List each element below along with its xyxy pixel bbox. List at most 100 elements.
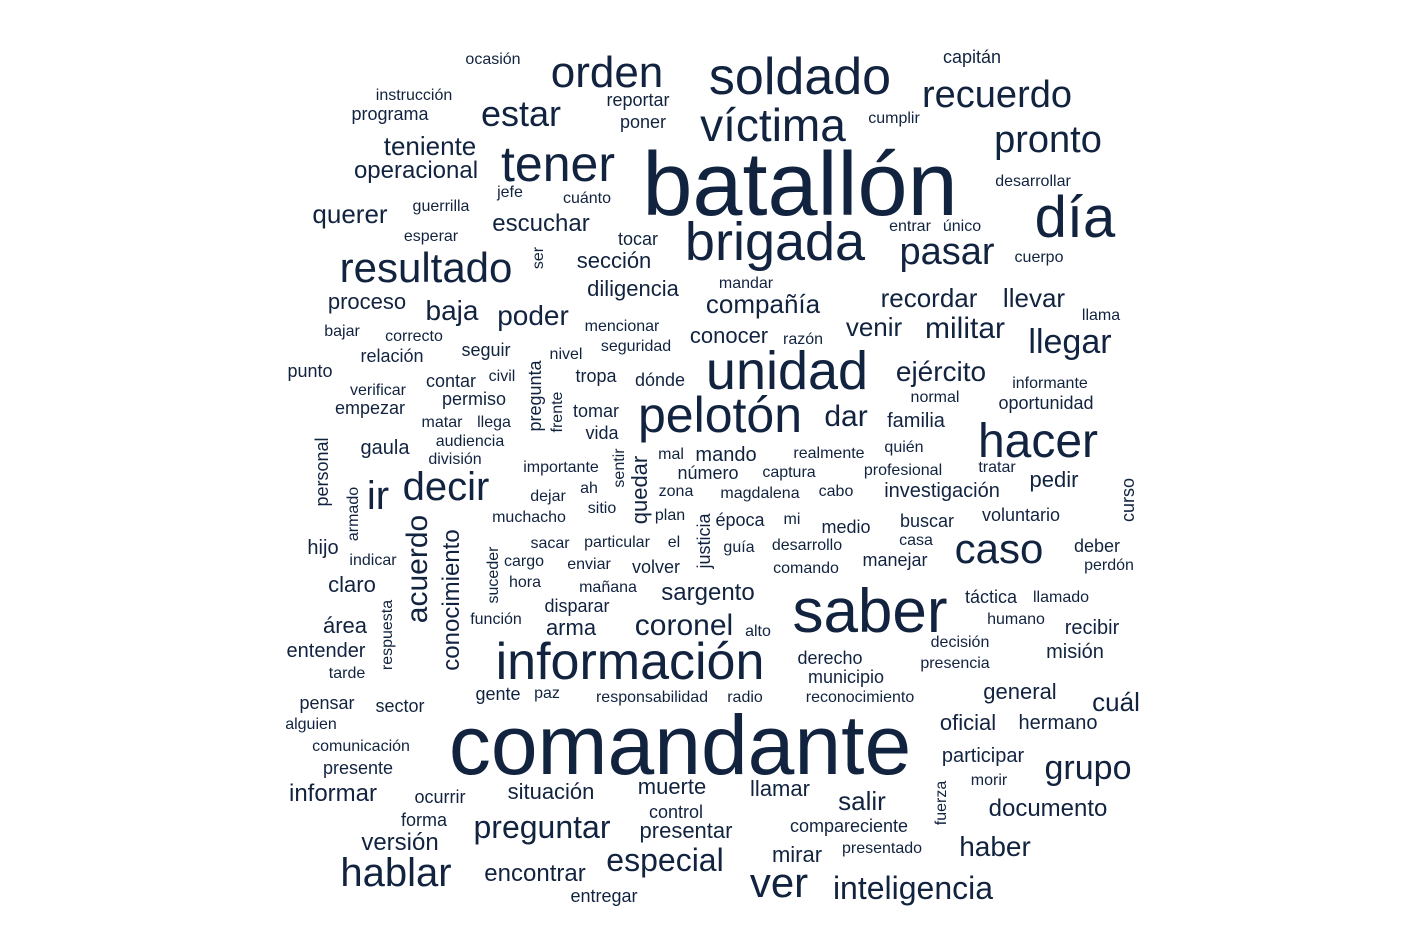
word-190: llama [1081,307,1121,324]
word-178: morir [970,772,1008,789]
word-69: familia [887,410,945,432]
word-10: tener [501,136,615,192]
word-54: proceso [327,289,407,314]
word-188: informante [1012,375,1088,392]
word-6: soldado [708,48,892,106]
word-133: matar [421,414,463,431]
word-3: información [495,633,765,691]
word-125: mandar [718,275,774,292]
word-121: jefe [497,184,523,201]
word-130: nivel [549,346,583,363]
word-183: quién [884,439,924,456]
word-18: pronto [994,119,1102,161]
word-63: claro [328,572,376,597]
word-61: mirar [771,842,823,867]
word-81: volver [631,557,681,577]
word-105: municipio [807,667,885,687]
word-174: radio [727,689,763,706]
word-103: compareciente [789,816,909,836]
word-70: presentar [639,818,733,843]
word-80: número [677,463,739,483]
word-53: diligencia [587,276,679,301]
word-138: sentir [611,448,628,488]
word-15: resultado [339,244,513,291]
word-146: magdalena [720,485,800,502]
word-118: capitán [942,47,1002,67]
word-123: esperar [403,228,459,245]
word-151: sacar [530,535,570,552]
word-176: alguien [285,716,337,733]
word-4: brigada [684,212,866,272]
word-89: deber [1073,536,1121,556]
word-187: normal [910,389,960,406]
word-140: ah [580,480,598,497]
word-163: presencia [920,655,990,672]
word-169: indicar [349,552,397,569]
word-109: curso [1118,477,1138,523]
word-35: baja [425,295,479,326]
word-0: batallón [642,135,958,235]
word-181: mal [658,446,684,463]
word-196: ocasión [465,51,521,68]
word-106: presente [322,758,394,778]
word-22: estar [480,93,562,134]
word-1: comandante [448,698,912,792]
word-149: el [667,534,681,551]
word-122: guerrilla [412,198,470,215]
word-11: caso [954,525,1044,572]
word-34: haber [959,831,1031,862]
word-172: paz [534,685,560,702]
word-72: recibir [1064,617,1120,639]
word-37: teniente [383,131,477,161]
word-75: gaula [360,437,410,459]
word-47: conocimiento [438,529,465,671]
word-175: reconocimiento [805,689,915,706]
word-141: dejar [530,488,566,505]
word-88: voluntario [981,505,1061,525]
word-49: encontrar [484,860,586,887]
word-137: importante [523,459,599,476]
word-74: participar [941,745,1025,767]
word-39: recordar [880,283,978,313]
word-30: acuerdo [401,514,434,624]
word-38: compañía [705,289,821,319]
word-42: escuchar [492,210,590,237]
word-180: presentado [841,840,923,857]
word-107: táctica [964,587,1018,607]
word-28: militar [925,312,1005,345]
word-134: llega [477,414,511,431]
word-142: sitio [587,500,617,517]
word-8: pelotón [637,387,803,443]
word-62: área [322,613,368,638]
word-167: suceder [485,546,502,604]
word-95: medio [821,517,871,537]
word-33: ejército [895,356,987,387]
word-19: recuerdo [922,74,1072,116]
word-156: desarrollo [771,537,843,554]
word-12: víctima [700,99,846,151]
word-152: cargo [503,553,545,570]
word-5: unidad [705,341,869,401]
word-139: frente [549,391,566,433]
word-79: seguir [461,340,511,360]
word-36: querer [312,199,388,229]
word-111: contar [425,371,477,391]
word-150: particular [584,534,650,551]
word-43: salir [838,786,886,816]
word-77: entender [286,640,366,662]
word-73: hermano [1018,712,1098,734]
word-68: investigación [884,480,1000,502]
word-154: mañana [579,579,637,596]
word-104: entregar [570,886,638,906]
word-161: humano [987,611,1045,628]
word-58: situación [507,779,595,804]
word-13: orden [550,48,664,97]
word-189: razón [782,331,824,348]
word-90: manejar [862,550,928,570]
word-32: poder [497,300,569,331]
word-40: venir [845,312,903,342]
word-185: profesional [863,462,943,479]
word-195: cumplir [868,110,920,127]
word-60: llamar [750,776,810,801]
word-50: informar [288,780,378,807]
